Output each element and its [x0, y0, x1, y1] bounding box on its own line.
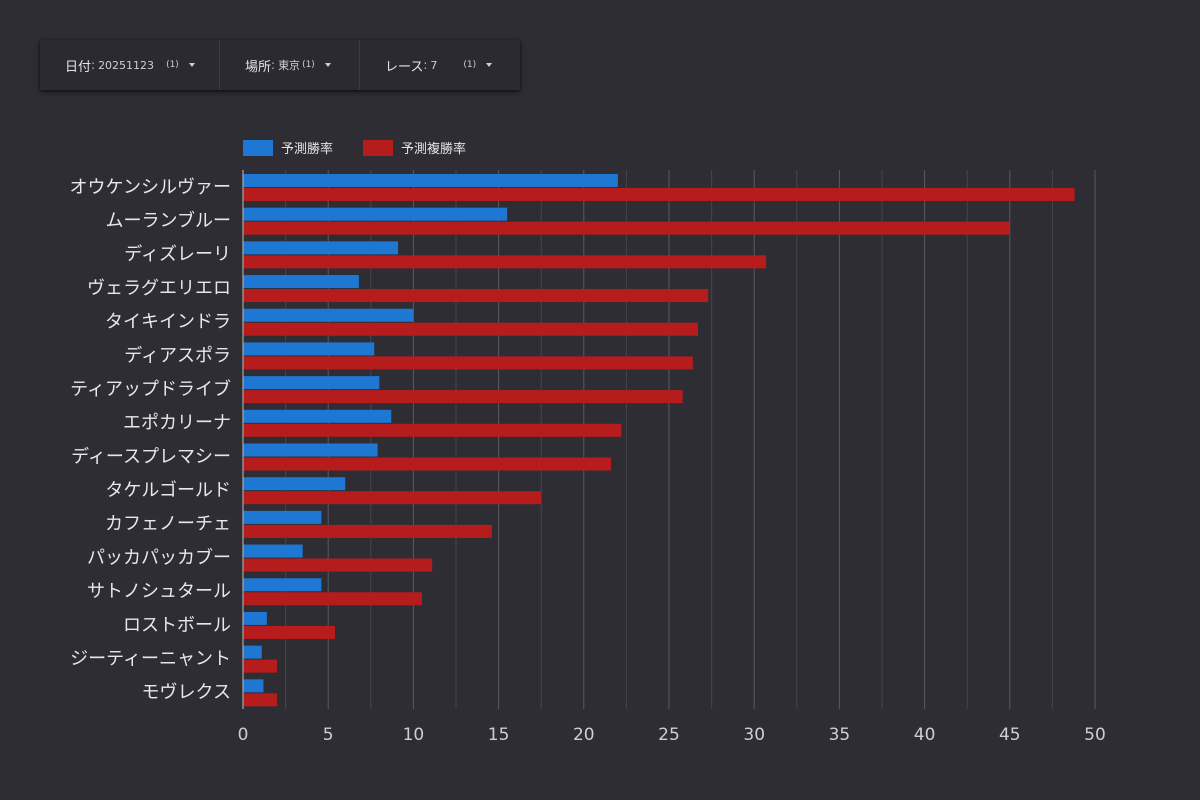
y-category-label: オウケンシルヴァー: [70, 177, 231, 198]
x-tick-label: 10: [403, 725, 425, 745]
bar-win-rate[interactable]: [243, 477, 346, 491]
date-filter-value: 20251123: [98, 58, 155, 72]
bar-place-rate[interactable]: [243, 693, 278, 707]
x-tick-label: 40: [914, 725, 936, 745]
bar-win-rate[interactable]: [243, 645, 262, 659]
bar-win-rate[interactable]: [243, 679, 264, 693]
bar-win-rate[interactable]: [243, 207, 508, 221]
race-filter-count: (1): [463, 60, 477, 70]
bar-win-rate[interactable]: [243, 578, 322, 592]
venue-filter[interactable]: 場所: 東京 (1): [220, 40, 360, 90]
legend-label: 予測複勝率: [401, 141, 466, 157]
y-category-label: モヴレクス: [142, 682, 231, 703]
x-tick-label: 20: [573, 725, 595, 745]
y-category-label: ムーランブルー: [106, 210, 231, 232]
y-category-label: ディアスポラ: [124, 345, 231, 366]
x-tick-label: 25: [658, 725, 680, 745]
y-category-label: ロストボール: [123, 615, 231, 636]
race-filter-dropdown-icon[interactable]: [486, 63, 493, 67]
date-filter-dropdown-icon[interactable]: [188, 63, 195, 67]
y-category-label: ティアップドライブ: [70, 378, 231, 400]
legend-label: 予測勝率: [281, 141, 333, 157]
legend-swatch: [363, 140, 393, 156]
venue-filter-label: 場所: [245, 59, 272, 75]
bar-win-rate[interactable]: [243, 611, 267, 625]
bar-place-rate[interactable]: [243, 255, 767, 269]
y-category-label: ヴェラグエリエロ: [87, 278, 231, 299]
venue-filter-count: (1): [302, 60, 315, 70]
race-filter[interactable]: レース: 7 (1): [360, 40, 520, 90]
bar-win-rate[interactable]: [243, 275, 359, 289]
y-category-label: パッカパッカブー: [87, 546, 231, 568]
x-tick-label: 50: [1084, 725, 1106, 745]
bar-place-rate[interactable]: [243, 356, 693, 370]
bar-win-rate[interactable]: [243, 443, 378, 457]
x-tick-label: 35: [829, 725, 851, 745]
bar-place-rate[interactable]: [243, 491, 542, 505]
bar-place-rate[interactable]: [243, 390, 683, 404]
venue-filter-value: 東京: [278, 59, 301, 72]
bar-place-rate[interactable]: [243, 625, 336, 639]
bar-place-rate[interactable]: [243, 289, 709, 303]
race-filter-value: 7: [430, 58, 438, 72]
bar-place-rate[interactable]: [243, 423, 622, 437]
bar-win-rate[interactable]: [243, 174, 618, 187]
y-category-label: エポカリーナ: [123, 413, 231, 434]
bar-win-rate[interactable]: [243, 342, 375, 356]
bar-place-rate[interactable]: [243, 524, 492, 538]
bar-place-rate[interactable]: [243, 322, 698, 336]
bar-place-rate[interactable]: [243, 457, 612, 471]
y-category-label: タイキインドラ: [105, 312, 231, 333]
x-tick-label: 5: [323, 725, 334, 745]
date-filter[interactable]: 日付: 20251123 (1): [40, 40, 220, 90]
x-tick-label: 45: [999, 725, 1021, 745]
y-category-label: カフェノーチェ: [105, 514, 231, 535]
legend-swatch: [243, 140, 273, 156]
bar-win-rate[interactable]: [243, 409, 392, 423]
y-category-label: ディズレーリ: [124, 244, 231, 265]
race-filter-label: レース: [385, 59, 424, 75]
bar-win-rate[interactable]: [243, 544, 303, 558]
y-category-label: ジーティーニャント: [70, 648, 231, 669]
y-category-label: ディースプレマシー: [71, 446, 231, 467]
x-tick-label: 15: [488, 725, 510, 745]
bar-place-rate[interactable]: [243, 221, 1010, 235]
bar-win-rate[interactable]: [243, 510, 322, 524]
x-tick-label: 0: [238, 725, 249, 745]
bar-place-rate[interactable]: [243, 659, 278, 673]
bar-place-rate[interactable]: [243, 592, 422, 606]
date-filter-label: 日付: [65, 59, 92, 75]
bar-place-rate[interactable]: [243, 558, 433, 572]
date-filter-count: (1): [166, 60, 179, 70]
bar-win-rate[interactable]: [243, 376, 380, 390]
venue-filter-dropdown-icon[interactable]: [324, 63, 331, 67]
bar-win-rate[interactable]: [243, 308, 414, 322]
bar-place-rate[interactable]: [243, 188, 1075, 201]
filter-bar: 日付: 20251123 (1) 場所: 東京 (1) レース: 7 (1): [40, 40, 520, 90]
y-category-label: タケルゴールド: [105, 480, 231, 501]
bar-win-rate[interactable]: [243, 241, 399, 255]
y-category-label: サトノシュタール: [87, 581, 231, 602]
x-tick-label: 30: [743, 725, 765, 745]
